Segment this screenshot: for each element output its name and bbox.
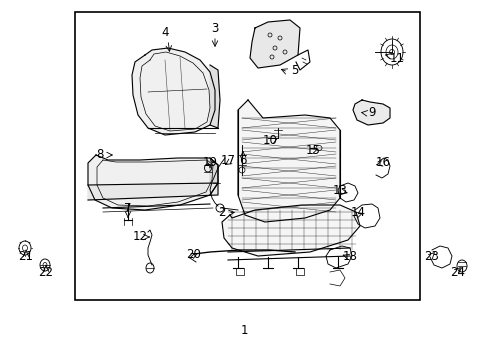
Text: 17: 17 <box>220 153 235 166</box>
Text: 6: 6 <box>239 153 246 166</box>
Polygon shape <box>209 158 218 195</box>
Text: 22: 22 <box>39 266 53 279</box>
Text: 8: 8 <box>96 148 103 162</box>
Polygon shape <box>209 65 220 128</box>
Polygon shape <box>352 100 389 125</box>
Text: 11: 11 <box>389 51 404 64</box>
Text: 10: 10 <box>262 134 277 147</box>
Text: 4: 4 <box>161 26 168 39</box>
Polygon shape <box>222 205 359 256</box>
Polygon shape <box>88 155 218 210</box>
Text: 9: 9 <box>367 107 375 120</box>
Text: 5: 5 <box>291 63 298 77</box>
Polygon shape <box>88 183 218 200</box>
Text: 15: 15 <box>305 144 320 157</box>
Text: 3: 3 <box>211 22 218 35</box>
Text: 20: 20 <box>186 248 201 261</box>
Polygon shape <box>238 100 339 222</box>
Text: 18: 18 <box>342 251 357 264</box>
Text: 2: 2 <box>218 207 225 220</box>
Text: 14: 14 <box>350 206 365 219</box>
Polygon shape <box>249 20 299 68</box>
Text: 1: 1 <box>240 324 247 337</box>
Text: 13: 13 <box>332 184 347 197</box>
Text: 24: 24 <box>449 266 465 279</box>
Text: 7: 7 <box>124 202 131 215</box>
Text: 19: 19 <box>202 157 217 170</box>
Bar <box>75 12 419 300</box>
Text: 23: 23 <box>424 249 439 262</box>
Text: 12: 12 <box>132 230 147 243</box>
Text: 21: 21 <box>19 251 34 264</box>
Polygon shape <box>132 48 215 135</box>
Text: 16: 16 <box>375 156 390 168</box>
